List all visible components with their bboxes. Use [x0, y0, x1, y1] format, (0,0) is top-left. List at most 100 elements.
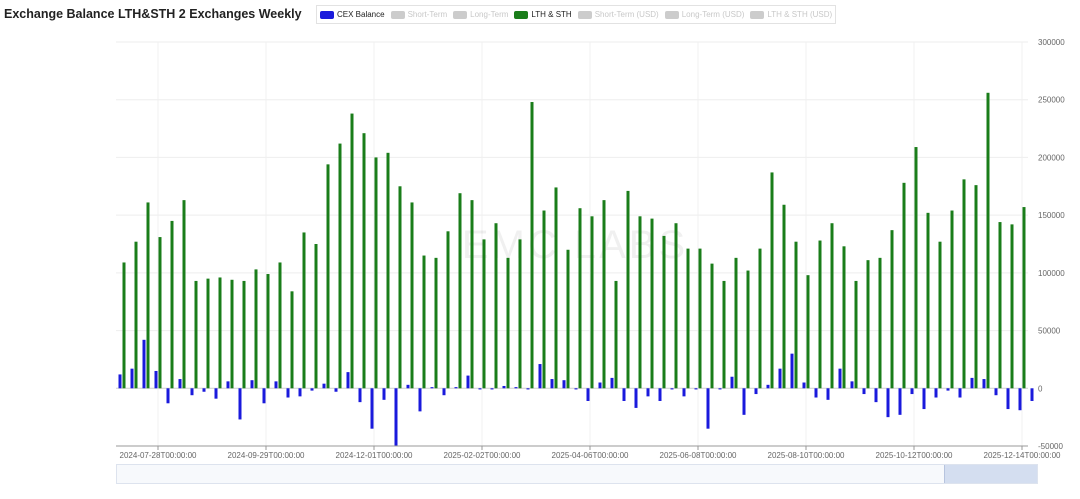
- legend-item[interactable]: LTH & STH (USD): [750, 10, 832, 19]
- legend-label: CEX Balance: [337, 10, 385, 19]
- bar-lth-sth: [974, 185, 978, 389]
- legend-item[interactable]: LTH & STH: [514, 10, 572, 19]
- x-tick-label: 2025-08-10T00:00:00: [768, 451, 846, 460]
- y-tick-label: 200000: [1038, 153, 1065, 162]
- y-tick-label: 250000: [1038, 96, 1065, 105]
- x-tick-label: 2024-07-28T00:00:00: [120, 451, 198, 460]
- legend-item[interactable]: Short-Term: [390, 10, 448, 19]
- bar-cex-balance: [922, 388, 926, 410]
- x-tick-label: 2025-06-08T00:00:00: [660, 451, 738, 460]
- bar-cex-balance: [562, 380, 566, 389]
- bar-lth-sth: [674, 223, 678, 389]
- zoom-slider[interactable]: [116, 464, 1038, 484]
- bar-lth-sth: [158, 237, 162, 389]
- bar-cex-balance: [1030, 388, 1034, 401]
- legend-label: Short-Term: [407, 10, 448, 19]
- bar-lth-sth: [554, 187, 558, 389]
- bar-lth-sth: [842, 246, 846, 389]
- bar-lth-sth: [518, 239, 522, 389]
- bar-cex-balance: [178, 379, 182, 389]
- bar-cex-balance: [970, 377, 974, 389]
- bar-lth-sth: [434, 257, 438, 389]
- bar-lth-sth: [470, 200, 474, 389]
- bar-cex-balance: [946, 388, 950, 391]
- legend-label: Long-Term: [470, 10, 509, 19]
- bar-lth-sth: [122, 262, 126, 389]
- bar-cex-balance: [274, 381, 278, 389]
- bar-lth-sth: [926, 212, 930, 389]
- bar-cex-balance: [598, 382, 602, 389]
- bar-lth-sth: [458, 193, 462, 389]
- bar-lth-sth: [722, 280, 726, 389]
- x-tick-label: 2024-09-29T00:00:00: [228, 451, 306, 460]
- bar-cex-balance: [934, 388, 938, 398]
- bar-lth-sth: [338, 143, 342, 389]
- bar-cex-balance: [382, 388, 386, 400]
- bar-lth-sth: [830, 223, 834, 389]
- bar-cex-balance: [586, 388, 590, 401]
- bar-cex-balance: [982, 379, 986, 389]
- bar-lth-sth: [326, 164, 330, 389]
- y-tick-label: 300000: [1038, 38, 1065, 47]
- bar-cex-balance: [130, 368, 134, 389]
- bar-lth-sth: [398, 186, 402, 389]
- bar-cex-balance: [766, 384, 770, 389]
- bar-lth-sth: [746, 270, 750, 389]
- bar-cex-balance: [442, 388, 446, 396]
- bar-cex-balance: [898, 388, 902, 415]
- legend-swatch: [664, 10, 679, 19]
- legend-item[interactable]: Long-Term (USD): [664, 10, 744, 19]
- bar-lth-sth: [998, 222, 1002, 389]
- bar-lth-sth: [794, 241, 798, 389]
- bar-lth-sth: [410, 202, 414, 389]
- bar-lth-sth: [530, 102, 534, 389]
- bar-cex-balance: [454, 387, 458, 389]
- legend-swatch: [453, 10, 468, 19]
- y-tick-label: 150000: [1038, 211, 1065, 220]
- zoom-slider-window[interactable]: [944, 465, 1037, 483]
- bar-cex-balance: [730, 376, 734, 389]
- legend-label: Short-Term (USD): [594, 10, 659, 19]
- bar-lth-sth: [566, 249, 570, 389]
- bar-lth-sth: [242, 280, 246, 389]
- bar-lth-sth: [350, 113, 354, 389]
- bar-cex-balance: [622, 388, 626, 401]
- bar-cex-balance: [526, 388, 530, 390]
- legend-item[interactable]: CEX Balance: [320, 10, 385, 19]
- y-tick-label: 0: [1038, 384, 1043, 393]
- bar-lth-sth: [386, 152, 390, 389]
- bar-lth-sth: [446, 231, 450, 389]
- bar-cex-balance: [322, 383, 326, 389]
- bar-lth-sth: [638, 216, 642, 389]
- chart-grid: [116, 41, 1028, 447]
- bar-lth-sth: [182, 200, 186, 389]
- bar-cex-balance: [958, 388, 962, 398]
- legend-item[interactable]: Short-Term (USD): [577, 10, 659, 19]
- bar-cex-balance: [1018, 388, 1022, 411]
- bar-cex-balance: [334, 388, 338, 392]
- bar-lth-sth: [362, 133, 366, 389]
- bar-cex-balance: [370, 388, 374, 429]
- bar-cex-balance: [118, 374, 122, 389]
- bar-cex-balance: [406, 384, 410, 389]
- bar-cex-balance: [850, 381, 854, 389]
- bar-lth-sth: [506, 257, 510, 389]
- bar-cex-balance: [250, 380, 254, 389]
- bar-lth-sth: [146, 202, 150, 389]
- bar-lth-sth: [950, 210, 954, 389]
- bar-cex-balance: [502, 385, 506, 389]
- bar-cex-balance: [658, 388, 662, 401]
- bar-lth-sth: [770, 172, 774, 389]
- bar-lth-sth: [494, 223, 498, 389]
- bar-cex-balance: [610, 377, 614, 389]
- bar-lth-sth: [938, 241, 942, 389]
- legend-item[interactable]: Long-Term: [453, 10, 508, 19]
- legend-label: LTH & STH (USD): [767, 10, 833, 19]
- bar-cex-balance: [142, 339, 146, 389]
- bar-lth-sth: [602, 200, 606, 389]
- bar-cex-balance: [802, 382, 806, 389]
- bar-lth-sth: [986, 92, 990, 389]
- bar-cex-balance: [790, 353, 794, 389]
- bar-lth-sth: [698, 248, 702, 389]
- bar-lth-sth: [302, 232, 306, 389]
